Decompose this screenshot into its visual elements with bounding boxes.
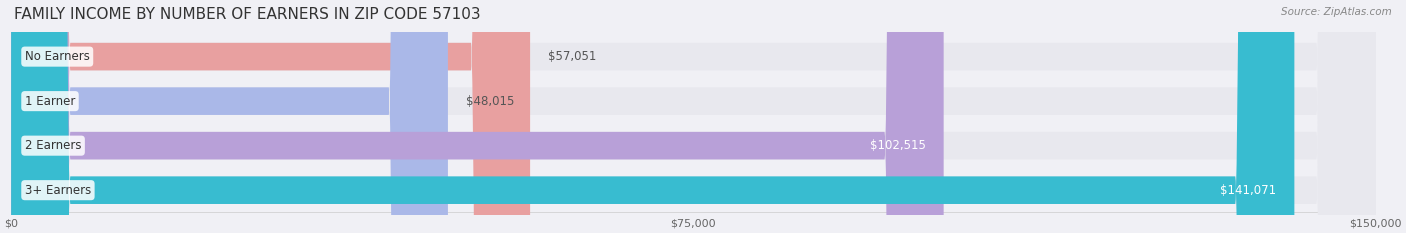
Text: $57,051: $57,051 — [548, 50, 596, 63]
FancyBboxPatch shape — [11, 0, 1375, 233]
FancyBboxPatch shape — [11, 0, 1375, 233]
Text: 3+ Earners: 3+ Earners — [25, 184, 91, 197]
Text: Source: ZipAtlas.com: Source: ZipAtlas.com — [1281, 7, 1392, 17]
FancyBboxPatch shape — [11, 0, 449, 233]
Text: $48,015: $48,015 — [467, 95, 515, 108]
Text: 1 Earner: 1 Earner — [25, 95, 75, 108]
Text: $141,071: $141,071 — [1220, 184, 1277, 197]
Text: FAMILY INCOME BY NUMBER OF EARNERS IN ZIP CODE 57103: FAMILY INCOME BY NUMBER OF EARNERS IN ZI… — [14, 7, 481, 22]
Text: No Earners: No Earners — [25, 50, 90, 63]
FancyBboxPatch shape — [11, 0, 1375, 233]
FancyBboxPatch shape — [11, 0, 530, 233]
Text: 2 Earners: 2 Earners — [25, 139, 82, 152]
FancyBboxPatch shape — [11, 0, 1375, 233]
Text: $102,515: $102,515 — [869, 139, 925, 152]
FancyBboxPatch shape — [11, 0, 1295, 233]
FancyBboxPatch shape — [11, 0, 943, 233]
